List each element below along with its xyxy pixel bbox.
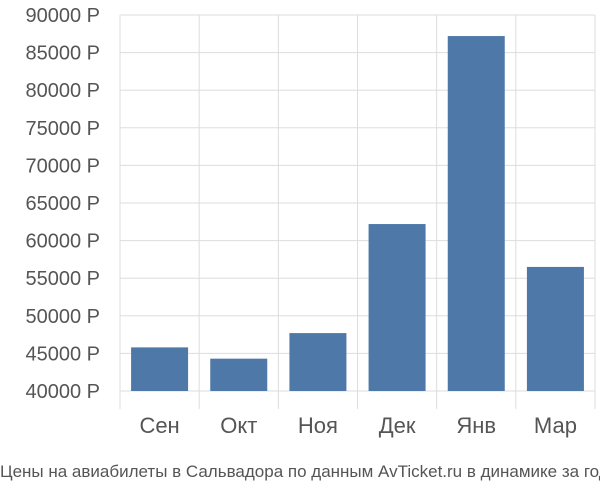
x-tick-label: Сен: [139, 413, 179, 438]
chart-caption: Цены на авиабилеты в Сальвадора по данны…: [0, 462, 600, 481]
y-tick-label: 45000 Р: [25, 343, 100, 365]
bar-6: [526, 266, 584, 391]
y-tick-label: 60000 Р: [25, 231, 100, 253]
bar-5: [447, 36, 505, 391]
x-tick-label: Окт: [220, 413, 257, 438]
y-tick-label: 75000 Р: [25, 118, 100, 140]
grid-lines: [119, 14, 596, 409]
y-tick-label: 50000 Р: [25, 306, 100, 328]
y-tick-label: 70000 Р: [25, 155, 100, 177]
y-tick-label: 55000 Р: [25, 268, 100, 290]
x-tick-label: Ноя: [298, 413, 338, 438]
y-tick-label: 85000 Р: [25, 43, 100, 65]
x-tick-label: Дек: [379, 413, 416, 438]
x-axis-ticks: Сен Окт Ноя Дек Янв Мар: [139, 413, 576, 438]
bar-2: [210, 358, 268, 391]
bar-4: [368, 224, 426, 391]
y-tick-label: 65000 Р: [25, 193, 100, 215]
y-tick-label: 80000 Р: [25, 80, 100, 102]
y-axis-ticks: 40000 Р 45000 Р 50000 Р 55000 Р 60000 Р 65000…: [25, 5, 100, 403]
y-tick-label: 40000 Р: [25, 381, 100, 403]
bar-3: [289, 333, 347, 391]
bars: [131, 36, 584, 391]
x-tick-label: Мар: [534, 413, 577, 438]
bar-1: [131, 347, 189, 391]
x-tick-label: Янв: [456, 413, 496, 438]
y-tick-label: 90000 Р: [25, 5, 100, 27]
